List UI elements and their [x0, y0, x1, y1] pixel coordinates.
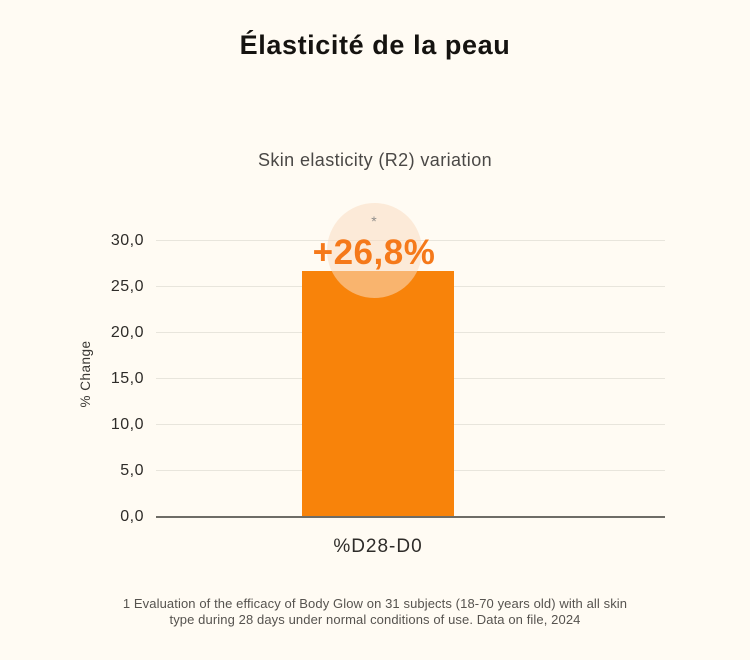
bar-value-label: +26,8% — [312, 233, 436, 272]
footnote-line-2: type during 28 days under normal conditi… — [169, 611, 581, 627]
highlight-circle — [327, 203, 422, 298]
page-title: Élasticité de la peau — [239, 30, 511, 60]
y-tick-label: 20,0 — [110, 324, 144, 342]
y-tick-label: 15,0 — [110, 370, 144, 388]
significance-asterisk-icon: * — [371, 213, 377, 229]
chart-subtitle: Skin elasticity (R2) variation — [257, 150, 493, 170]
x-axis-line — [156, 516, 665, 518]
y-tick-label: 25,0 — [110, 278, 144, 296]
y-axis-title: % Change — [78, 340, 93, 408]
y-tick-label: 30,0 — [110, 232, 144, 250]
bar-d28-d0 — [302, 270, 454, 517]
y-tick-label: 0,0 — [120, 508, 144, 525]
y-tick-label: 10,0 — [110, 416, 144, 434]
y-tick-label: 5,0 — [120, 462, 144, 480]
plot-area: 0,0 5,0 10,0 15,0 20,0 25,0 30,0 — [111, 209, 665, 525]
x-category-label: %D28-D0 — [333, 536, 423, 557]
footnote: 1 Evaluation of the efficacy of Body Glo… — [95, 596, 655, 628]
footnote-line-1: 1 Evaluation of the efficacy of Body Glo… — [122, 596, 628, 611]
